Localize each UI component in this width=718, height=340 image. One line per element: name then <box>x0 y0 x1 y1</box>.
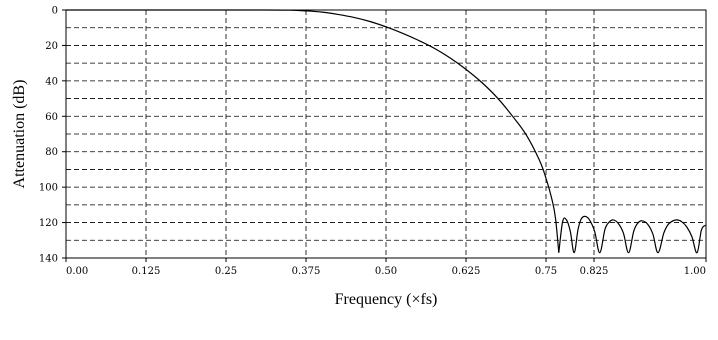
x-tick-label: 0.375 <box>292 266 321 277</box>
x-tick-label: 0.125 <box>132 266 161 277</box>
y-tick-label: 60 <box>45 112 58 123</box>
x-tick-label: 0.825 <box>580 266 609 277</box>
y-tick-label: 100 <box>39 183 58 194</box>
grid-layer <box>66 10 706 258</box>
y-tick-label: 20 <box>45 41 58 52</box>
y-tick-label: 0 <box>52 6 58 17</box>
stopband-ripple-line <box>558 215 707 254</box>
y-tick-label: 80 <box>45 147 58 158</box>
x-tick-label: 0.50 <box>375 266 397 277</box>
x-tick-label: 0.00 <box>66 266 88 277</box>
y-tick-label: 140 <box>39 254 58 265</box>
y-tick-label: 120 <box>39 218 58 229</box>
x-tick-label: 0.75 <box>535 266 557 277</box>
x-tick-label: 0.625 <box>452 266 481 277</box>
tick-layer: 0 20 40 60 80 100 120 140 0.00 0.125 0.25 0.375 0.50… <box>39 6 707 277</box>
y-axis-label: Attenuation (dB) <box>11 80 28 189</box>
x-axis-label: Frequency (×fs) <box>335 291 438 308</box>
x-tick-label: 1.00 <box>684 266 706 277</box>
y-tick-label: 40 <box>45 76 58 87</box>
x-tick-label: 0.25 <box>215 266 237 277</box>
passband-transition-line <box>65 9 560 253</box>
